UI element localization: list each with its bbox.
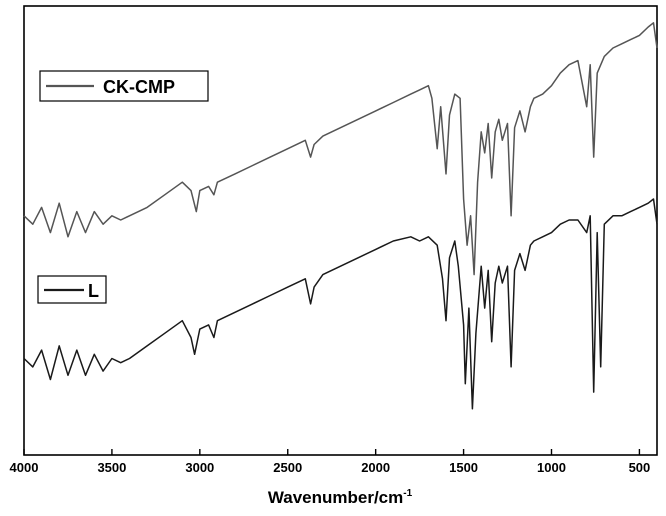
x-tick-label: 2000 bbox=[361, 460, 390, 475]
x-tick-label: 1500 bbox=[449, 460, 478, 475]
x-axis-label-superscript: -1 bbox=[403, 488, 412, 499]
legend-l: L bbox=[37, 275, 107, 304]
series-line-l bbox=[23, 198, 658, 410]
x-axis-label-main: Wavenumber/cm bbox=[268, 488, 403, 507]
x-tick-label: 4000 bbox=[10, 460, 39, 475]
series-line-ck-cmp bbox=[23, 22, 658, 276]
x-tick-label: 1000 bbox=[537, 460, 566, 475]
legend-label-l: L bbox=[88, 281, 99, 301]
x-tick-label: 3500 bbox=[97, 460, 126, 475]
plot-frame bbox=[23, 5, 658, 456]
legend-ck-cmp: CK-CMP bbox=[39, 70, 209, 102]
x-tick-label: 2500 bbox=[273, 460, 302, 475]
legend-label-ck-cmp: CK-CMP bbox=[103, 77, 175, 97]
x-tick-label: 500 bbox=[629, 460, 651, 475]
x-axis-label: Wavenumber/cm-1 bbox=[268, 488, 413, 507]
series-layer bbox=[23, 22, 658, 410]
x-tick-label: 3000 bbox=[185, 460, 214, 475]
x-axis-ticks: 4000 3500 3000 2500 2000 1500 1000 500 bbox=[10, 449, 651, 475]
